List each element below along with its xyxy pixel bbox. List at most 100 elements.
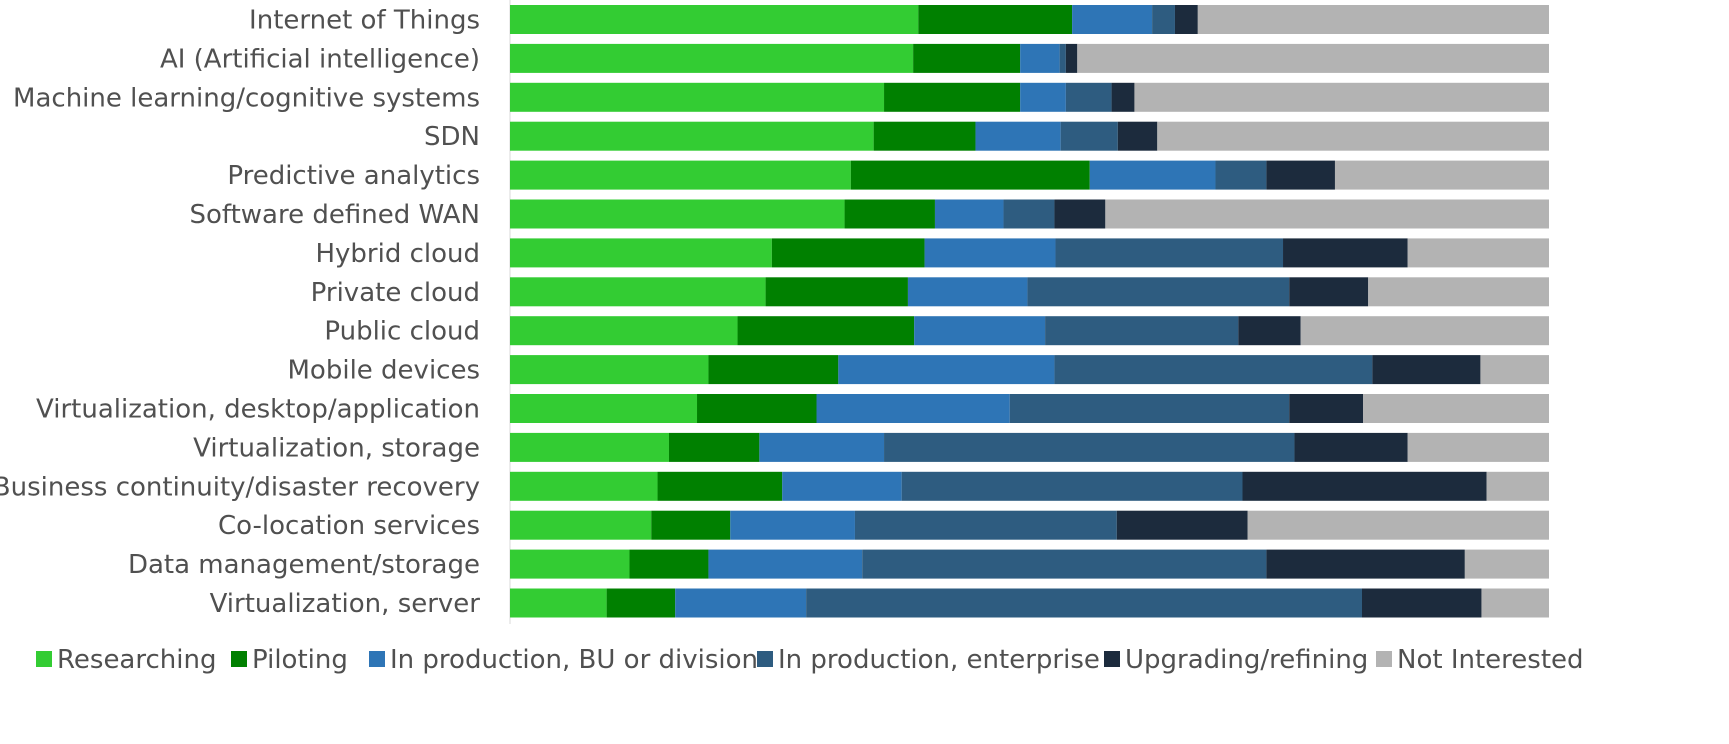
bar-segment-researching-predictive-analytics	[510, 160, 851, 190]
bar-segment-not-interested-virtualization-desktop-application	[1363, 394, 1549, 423]
legend-swatch-in-production-bu-or-division	[369, 651, 385, 667]
bar-segment-piloting-virtualization-server	[606, 588, 676, 618]
bar-segment-in-production-enterprise-business-continuity-disaster-recovery	[901, 471, 1243, 501]
bar-segment-researching-software-defined-wan	[510, 199, 845, 229]
bar-segment-not-interested-virtualization-server	[1481, 588, 1549, 618]
bar-segment-in-production-enterprise-ai-artificial-intelligence	[1059, 43, 1066, 73]
category-label-co-location-services: Co-location services	[218, 511, 480, 541]
bar-segment-piloting-machine-learning-cognitive-systems	[884, 82, 1021, 112]
bar-segment-piloting-predictive-analytics	[850, 160, 1090, 190]
legend-label-upgrading-refining: Upgrading/refining	[1125, 645, 1368, 675]
bar-segment-not-interested-mobile-devices	[1480, 355, 1549, 385]
bar-segment-researching-data-management-storage	[510, 549, 630, 579]
bar-segment-not-interested-public-cloud	[1300, 316, 1549, 346]
bar-segment-piloting-business-continuity-disaster-recovery	[657, 471, 783, 501]
bar-segment-upgrading-refining-virtualization-server	[1361, 588, 1482, 618]
bar-segment-piloting-co-location-services	[651, 510, 731, 540]
bar-segment-upgrading-refining-virtualization-storage	[1294, 432, 1408, 462]
bar-segment-in-production-bu-or-division-software-defined-wan	[934, 199, 1004, 229]
bar-segment-in-production-bu-or-division-virtualization-storage	[759, 432, 885, 462]
bar-segment-not-interested-co-location-services	[1247, 510, 1549, 540]
legend-label-not-interested: Not Interested	[1397, 645, 1584, 675]
bar-segment-upgrading-refining-virtualization-desktop-application	[1289, 394, 1364, 423]
bar-segment-in-production-bu-or-division-predictive-analytics	[1089, 160, 1216, 190]
bar-segment-not-interested-predictive-analytics	[1334, 160, 1549, 190]
bar-segment-researching-virtualization-storage	[510, 432, 669, 462]
category-label-virtualization-desktop-application: Virtualization, desktop/application	[36, 395, 480, 425]
bar-segment-upgrading-refining-business-continuity-disaster-recovery	[1242, 471, 1487, 501]
bar-segment-in-production-bu-or-division-ai-artificial-intelligence	[1020, 43, 1060, 73]
bar-segment-piloting-virtualization-desktop-application	[697, 394, 817, 423]
bar-segment-researching-private-cloud	[510, 277, 766, 307]
bar-segment-upgrading-refining-software-defined-wan	[1054, 199, 1106, 229]
category-label-private-cloud: Private cloud	[311, 278, 480, 308]
category-label-data-management-storage: Data management/storage	[128, 550, 480, 580]
bar-segment-in-production-bu-or-division-internet-of-things	[1072, 5, 1153, 34]
bar-segment-upgrading-refining-internet-of-things	[1174, 5, 1198, 34]
bar-segment-upgrading-refining-co-location-services	[1116, 510, 1248, 540]
bar-segment-in-production-bu-or-division-mobile-devices	[838, 355, 1055, 385]
bar-segment-piloting-internet-of-things	[918, 5, 1073, 34]
bar-segment-in-production-bu-or-division-machine-learning-cognitive-systems	[1020, 82, 1066, 112]
bar-segment-in-production-enterprise-internet-of-things	[1152, 5, 1175, 34]
category-label-software-defined-wan: Software defined WAN	[189, 200, 480, 230]
bar-segment-piloting-virtualization-storage	[668, 432, 760, 462]
legend-swatch-in-production-enterprise	[757, 651, 773, 667]
legend: Researching Piloting In production, BU or …	[36, 645, 1584, 675]
bar-segment-not-interested-hybrid-cloud	[1407, 238, 1549, 268]
category-labels: Internet of Things AI (Artificial intelli…	[0, 6, 480, 620]
bar-segment-not-interested-business-continuity-disaster-recovery	[1486, 471, 1549, 501]
bar-segment-in-production-enterprise-virtualization-desktop-application	[1009, 394, 1290, 423]
bar-segment-in-production-enterprise-predictive-analytics	[1215, 160, 1267, 190]
bar-segment-not-interested-virtualization-storage	[1407, 432, 1549, 462]
category-label-business-continuity-disaster-recovery: Business continuity/disaster recovery	[0, 472, 480, 502]
bar-segment-piloting-private-cloud	[765, 277, 908, 307]
category-label-sdn: SDN	[424, 122, 480, 152]
bar-segment-not-interested-software-defined-wan	[1105, 199, 1549, 229]
bar-segment-not-interested-ai-artificial-intelligence	[1077, 43, 1549, 73]
category-label-hybrid-cloud: Hybrid cloud	[315, 239, 480, 269]
bar-segment-researching-virtualization-desktop-application	[510, 394, 698, 423]
bar-segment-upgrading-refining-private-cloud	[1289, 277, 1369, 307]
legend-label-in-production-bu-or-division: In production, BU or division	[390, 645, 758, 675]
category-label-virtualization-server: Virtualization, server	[210, 589, 481, 619]
bar-segment-not-interested-machine-learning-cognitive-systems	[1134, 82, 1549, 112]
bar-segment-in-production-bu-or-division-hybrid-cloud	[924, 238, 1056, 268]
bar-segment-piloting-hybrid-cloud	[771, 238, 925, 268]
bar-segment-researching-virtualization-server	[510, 588, 607, 618]
bar-segment-upgrading-refining-ai-artificial-intelligence	[1065, 43, 1078, 73]
legend-label-researching: Researching	[57, 645, 216, 675]
bar-segment-in-production-enterprise-hybrid-cloud	[1055, 238, 1284, 268]
bar-segment-researching-internet-of-things	[510, 5, 919, 34]
bar-segment-not-interested-data-management-storage	[1464, 549, 1549, 579]
category-label-machine-learning-cognitive-systems: Machine learning/cognitive systems	[13, 83, 480, 113]
legend-swatch-piloting	[231, 651, 247, 667]
bar-segment-in-production-enterprise-data-management-storage	[862, 549, 1267, 579]
bar-segment-in-production-enterprise-virtualization-server	[806, 588, 1362, 618]
legend-swatch-upgrading-refining	[1104, 651, 1120, 667]
bar-segment-upgrading-refining-machine-learning-cognitive-systems	[1111, 82, 1135, 112]
bar-segment-in-production-bu-or-division-data-management-storage	[708, 549, 863, 579]
bar-segment-in-production-enterprise-public-cloud	[1045, 316, 1239, 346]
bar-segment-in-production-enterprise-machine-learning-cognitive-systems	[1065, 82, 1112, 112]
bar-area	[510, 5, 1549, 618]
bar-segment-upgrading-refining-mobile-devices	[1372, 355, 1481, 385]
bar-segment-in-production-enterprise-co-location-services	[854, 510, 1117, 540]
bar-segment-not-interested-private-cloud	[1368, 277, 1549, 307]
bar-segment-in-production-enterprise-sdn	[1060, 121, 1118, 151]
category-label-mobile-devices: Mobile devices	[288, 356, 481, 386]
bar-segment-in-production-bu-or-division-sdn	[975, 121, 1061, 151]
bar-segment-in-production-bu-or-division-virtualization-server	[675, 588, 807, 618]
bar-segment-researching-co-location-services	[510, 510, 652, 540]
category-label-virtualization-storage: Virtualization, storage	[193, 433, 480, 463]
bar-segment-piloting-sdn	[873, 121, 976, 151]
bar-segment-researching-business-continuity-disaster-recovery	[510, 471, 658, 501]
bar-segment-in-production-enterprise-virtualization-storage	[884, 432, 1295, 462]
legend-swatch-researching	[36, 651, 52, 667]
bar-segment-piloting-public-cloud	[737, 316, 915, 346]
bar-segment-researching-public-cloud	[510, 316, 738, 346]
legend-swatch-not-interested	[1376, 651, 1392, 667]
bar-segment-piloting-ai-artificial-intelligence	[913, 43, 1021, 73]
category-label-ai-artificial-intelligence: AI (Artificial intelligence)	[160, 44, 480, 74]
